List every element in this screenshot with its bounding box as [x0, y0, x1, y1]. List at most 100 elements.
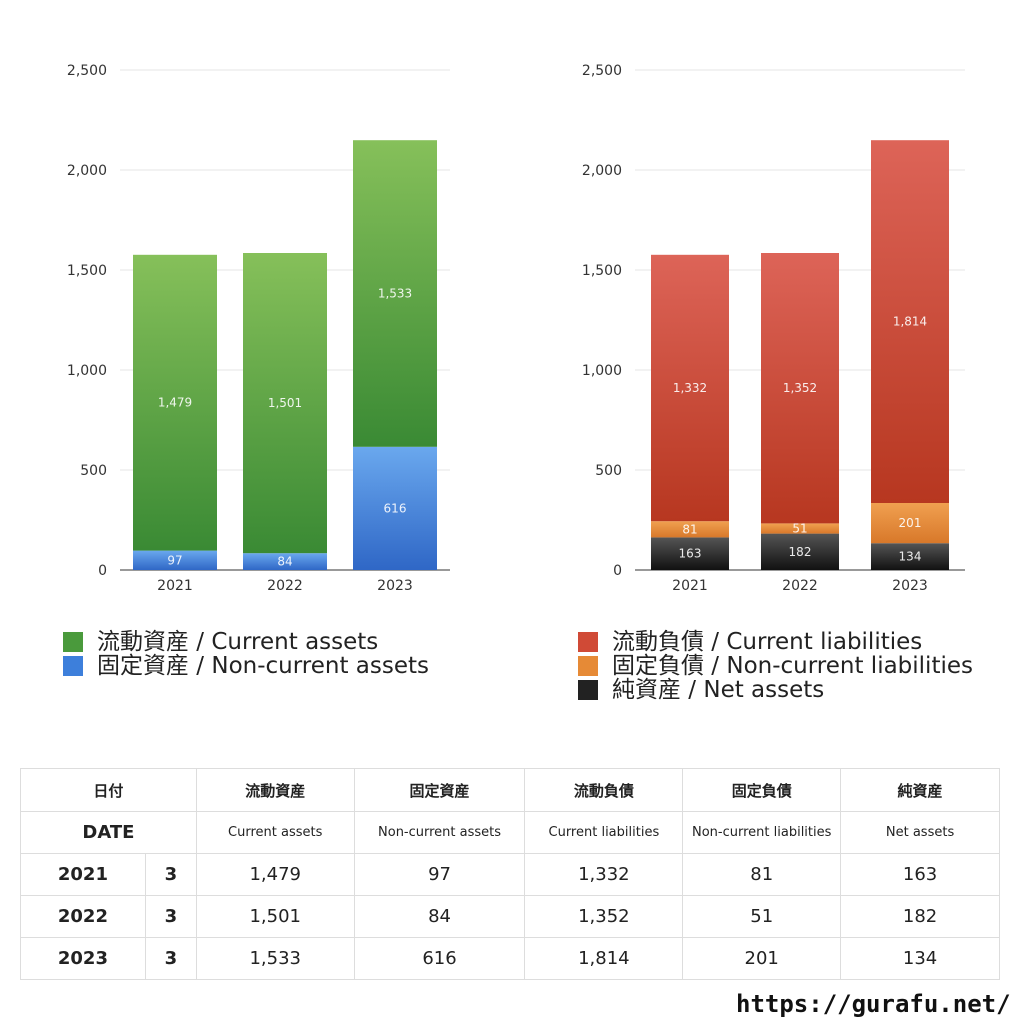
bar-segment: [651, 521, 729, 538]
data-label: 1,332: [673, 381, 707, 395]
table-header-cell: Current liabilities: [524, 811, 684, 854]
table-cell: 134: [840, 937, 1000, 980]
table-cell: 51: [682, 895, 842, 938]
y-tick-label: 1,000: [67, 363, 107, 379]
bar-segment: [761, 253, 839, 524]
table-cell: 1,479: [195, 853, 355, 896]
bar-segment: [651, 254, 729, 522]
data-label: 182: [789, 545, 812, 559]
bar-segment: [871, 140, 949, 503]
table-cell: 616: [353, 937, 526, 980]
site-url: https://gurafu.net/: [736, 990, 1011, 1018]
bar-segment: [353, 446, 437, 570]
x-tick-label: 2021: [157, 578, 193, 594]
legend-swatch: [63, 632, 83, 652]
legend-label: 流動負債 / Current liabilities: [612, 629, 923, 655]
table-header-row: DATE Current assets Non-current assets C…: [20, 811, 1000, 854]
y-tick-label: 0: [613, 563, 622, 579]
y-tick-label: 2,500: [582, 63, 622, 79]
legend-label: 固定負債 / Non-current liabilities: [612, 653, 973, 679]
legend-label: 流動資産 / Current assets: [97, 629, 379, 655]
y-tick-label: 1,000: [582, 363, 622, 379]
table-header-cell: 流動資産: [195, 768, 355, 812]
legend-swatch: [578, 656, 598, 676]
table-header-cell: DATE: [20, 811, 197, 854]
table-cell: 1,533: [195, 937, 355, 980]
bar-segment: [651, 537, 729, 570]
data-label: 1,533: [378, 287, 412, 301]
table-header-cell: 固定資産: [353, 768, 526, 812]
table-cell: 201: [682, 937, 842, 980]
assets-legend: 流動資産 / Current assets 固定資産 / Non-current…: [63, 630, 429, 678]
bar-segment: [871, 503, 949, 544]
legend-swatch: [578, 632, 598, 652]
table-cell-year: 2023: [20, 937, 146, 980]
data-label: 84: [277, 555, 292, 569]
bar-segment: [243, 253, 327, 554]
bar-segment: [353, 140, 437, 447]
legend-item: 純資産 / Net assets: [578, 678, 973, 702]
table-header-cell: 流動負債: [524, 768, 684, 812]
data-label: 201: [899, 516, 922, 530]
legend-swatch: [63, 656, 83, 676]
table-header-cell: Non-current assets: [353, 811, 526, 854]
y-tick-label: 2,500: [67, 63, 107, 79]
legend-item: 流動資産 / Current assets: [63, 630, 429, 654]
data-table: 日付 流動資産 固定資産 流動負債 固定負債 純資産 DATE Current …: [20, 768, 1000, 980]
legend-item: 流動負債 / Current liabilities: [578, 630, 973, 654]
data-label: 81: [682, 522, 697, 536]
x-tick-label: 2022: [782, 578, 818, 594]
table-cell-year: 2022: [20, 895, 146, 938]
x-tick-label: 2022: [267, 578, 303, 594]
table-row: 2023 3 1,533 616 1,814 201 134: [20, 937, 1000, 980]
bar-segment: [761, 533, 839, 570]
data-label: 163: [679, 547, 702, 561]
data-label: 1,352: [783, 381, 817, 395]
table-row: 2022 3 1,501 84 1,352 51 182: [20, 895, 1000, 938]
bar-segment: [243, 553, 327, 570]
liabilities-legend: 流動負債 / Current liabilities 固定負債 / Non-cu…: [578, 630, 973, 702]
table-cell: 1,332: [524, 853, 684, 896]
table-cell-month: 3: [144, 895, 197, 938]
table-cell: 81: [682, 853, 842, 896]
table-cell: 163: [840, 853, 1000, 896]
table-header-cell: 固定負債: [682, 768, 842, 812]
data-label: 1,501: [268, 396, 302, 410]
table-cell-year: 2021: [20, 853, 146, 896]
x-tick-label: 2021: [672, 578, 708, 594]
table-header-cell: Net assets: [840, 811, 1000, 854]
y-tick-label: 2,000: [582, 163, 622, 179]
legend-item: 固定資産 / Non-current assets: [63, 654, 429, 678]
table-header-cell: 日付: [20, 768, 197, 812]
table-cell-month: 3: [144, 853, 197, 896]
data-label: 1,814: [893, 315, 927, 329]
data-label: 1,479: [158, 396, 192, 410]
y-tick-label: 0: [98, 563, 107, 579]
data-label: 616: [384, 501, 407, 515]
assets-chart: 0 500 1,000 1,500 2,000 2,500 97 1,479 2021 84 1,5…: [67, 63, 450, 594]
table-header-cell: Non-current liabilities: [682, 811, 842, 854]
table-cell: 182: [840, 895, 1000, 938]
bar-segment: [133, 254, 217, 551]
legend-swatch: [578, 680, 598, 700]
table-cell: 97: [353, 853, 526, 896]
y-tick-label: 1,500: [582, 263, 622, 279]
table-row: 2021 3 1,479 97 1,332 81 163: [20, 853, 1000, 896]
y-tick-label: 1,500: [67, 263, 107, 279]
bar-segment: [761, 523, 839, 534]
legend-label: 純資産 / Net assets: [612, 677, 825, 703]
y-tick-label: 2,000: [67, 163, 107, 179]
table-header-cell: Current assets: [195, 811, 355, 854]
legend-label: 固定資産 / Non-current assets: [97, 653, 430, 679]
data-label: 51: [792, 522, 807, 536]
data-label: 97: [167, 553, 182, 567]
data-label: 134: [899, 550, 922, 564]
table-header-row: 日付 流動資産 固定資産 流動負債 固定負債 純資産: [20, 768, 1000, 812]
liabilities-chart: 0 500 1,000 1,500 2,000 2,500 163 81 1,332 2021 18…: [582, 63, 965, 594]
table-cell-month: 3: [144, 937, 197, 980]
x-tick-label: 2023: [377, 578, 413, 594]
table-cell: 1,352: [524, 895, 684, 938]
table-cell: 1,501: [195, 895, 355, 938]
table-cell: 1,814: [524, 937, 684, 980]
y-tick-label: 500: [595, 463, 622, 479]
